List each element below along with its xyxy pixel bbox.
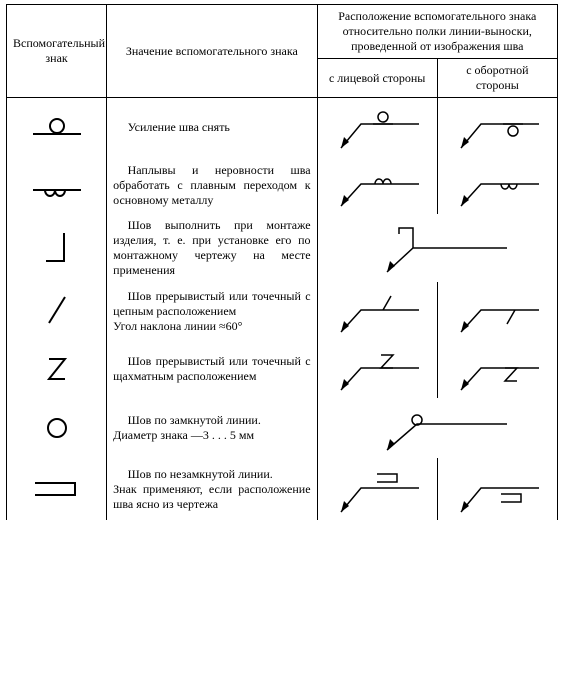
symbol-chain-slash-icon <box>7 282 107 340</box>
meaning-cell: Наплывы и неровности шва обработать с пл… <box>107 156 317 214</box>
table-row: Шов прерывистый или точечный с щахматным… <box>7 340 558 398</box>
table-row: Шов прерывистый или точечный с цепным ра… <box>7 282 558 340</box>
example-face <box>317 340 437 398</box>
table-row: Шов выполнить при монтаже изделия, т. е.… <box>7 214 558 282</box>
page: Вспомогательный знак Значение вспомогате… <box>0 0 564 530</box>
example-face <box>317 98 437 157</box>
symbol-field-weld-icon <box>7 214 107 282</box>
aux-weld-symbols-table: Вспомогательный знак Значение вспомогате… <box>6 4 558 520</box>
example-face <box>317 458 437 520</box>
table-row: Наплывы и неровности шва обработать с пл… <box>7 156 558 214</box>
table-row: Шов по замкнутой линии. Диаметр знака —3… <box>7 398 558 458</box>
example-back <box>437 98 557 157</box>
meaning-cell: Шов по незамкнутой линии. Знак применяют… <box>107 458 317 520</box>
symbol-open-contour-icon <box>7 458 107 520</box>
meaning-cell: Усиление шва снять <box>107 98 317 157</box>
example-back <box>437 156 557 214</box>
symbol-smooth-transition-icon <box>7 156 107 214</box>
example-face <box>317 282 437 340</box>
meaning-cell: Шов прерывистый или точечный с цепным ра… <box>107 282 317 340</box>
example-back <box>437 340 557 398</box>
meaning-cell: Шов выполнить при монтаже изделия, т. е.… <box>107 214 317 282</box>
table-row: Шов по незамкнутой линии. Знак применяют… <box>7 458 558 520</box>
th-back-side: с оборотной стороны <box>437 59 557 98</box>
example-face <box>317 156 437 214</box>
th-face-side: с лицевой стороны <box>317 59 437 98</box>
symbol-closed-contour-icon <box>7 398 107 458</box>
symbol-staggered-zee-icon <box>7 340 107 398</box>
example-center <box>317 214 557 282</box>
meaning-cell: Шов прерывистый или точечный с щахматным… <box>107 340 317 398</box>
th-meaning: Значение вспомогательного знака <box>107 5 317 98</box>
th-symbol: Вспомогательный знак <box>7 5 107 98</box>
symbol-remove-reinforcement-icon <box>7 98 107 157</box>
meaning-cell: Шов по замкнутой линии. Диаметр знака —3… <box>107 398 317 458</box>
example-back <box>437 458 557 520</box>
table-row: Усиление шва снять <box>7 98 558 157</box>
example-back <box>437 282 557 340</box>
th-placement-group: Расположение вспомогательного знака отно… <box>317 5 557 59</box>
table-body: Усиление шва снять Наплывы и неровности … <box>7 98 558 521</box>
example-center <box>317 398 557 458</box>
